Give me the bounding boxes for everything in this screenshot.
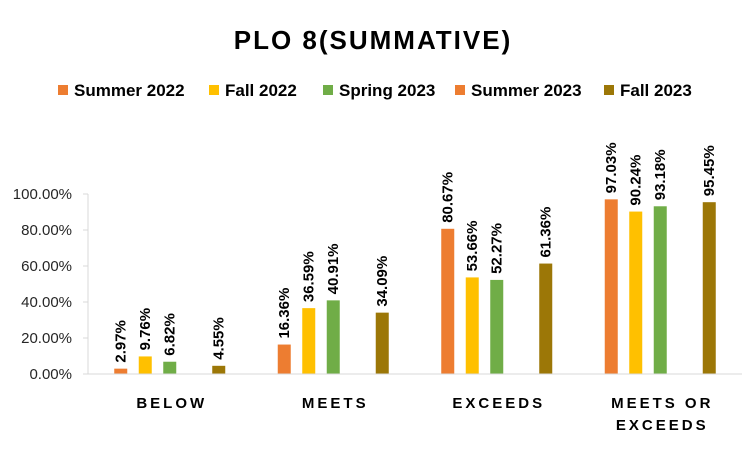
data-label-4-0: 4.55% [211, 317, 228, 360]
data-label-2-3: 93.18% [652, 149, 669, 200]
legend-label-2: Spring 2023 [339, 81, 435, 100]
legend-swatch-1 [209, 85, 219, 95]
x-tick-label-0-0: BELOW [136, 395, 207, 412]
legend-label-0: Summer 2022 [74, 81, 185, 100]
bar-4-3 [702, 202, 716, 374]
legend-label-3: Summer 2023 [471, 81, 582, 100]
x-tick-label-3-0: MEETS OR [611, 395, 713, 412]
y-tick-label-1: 20.00% [21, 330, 72, 347]
legend-swatch-4 [604, 85, 614, 95]
bar-1-0 [138, 356, 152, 374]
bar-4-2 [539, 263, 553, 374]
data-labels: 2.97% 9.76% 6.82% 4.55% 16.36% 36.59% 40.91% 34… [113, 142, 719, 362]
data-label-0-3: 97.03% [603, 142, 620, 193]
data-label-4-3: 95.45% [701, 145, 718, 196]
legend-label-4: Fall 2023 [620, 81, 692, 100]
bar-1-3 [629, 211, 643, 374]
data-label-2-0: 6.82% [162, 313, 179, 356]
legend-swatch-3 [455, 85, 465, 95]
bar-0-3 [604, 199, 618, 374]
data-label-1-3: 90.24% [628, 155, 645, 206]
data-label-4-1: 34.09% [374, 256, 391, 307]
y-tick-label-0: 0.00% [29, 366, 72, 383]
x-axis: BELOW MEETS EXCEEDS MEETS OR EXCEEDS [88, 373, 742, 434]
bar-1-1 [302, 308, 316, 374]
data-label-0-2: 80.67% [440, 172, 457, 223]
bar-4-0 [212, 365, 226, 374]
bar-1-2 [465, 277, 479, 374]
data-label-1-0: 9.76% [137, 308, 154, 351]
bar-2-3 [653, 206, 667, 374]
bar-0-2 [441, 228, 455, 374]
y-tick-label-5: 100.00% [13, 186, 72, 203]
chart-title: PLO 8(SUMMATIVE) [234, 25, 513, 55]
x-tick-label-2-0: EXCEEDS [452, 395, 545, 412]
bar-2-1 [326, 300, 340, 374]
legend-swatch-0 [58, 85, 68, 95]
y-tick-label-2: 40.00% [21, 294, 72, 311]
bar-0-0 [114, 368, 128, 374]
bar-2-0 [163, 361, 177, 374]
data-label-0-0: 2.97% [113, 320, 130, 363]
data-label-1-2: 53.66% [464, 221, 481, 272]
x-tick-label-3-1: EXCEEDS [616, 417, 709, 434]
bars [114, 199, 716, 374]
legend-label-1: Fall 2022 [225, 81, 297, 100]
legend: Summer 2022 Fall 2022 Spring 2023 Summer 20… [58, 81, 692, 100]
y-tick-label-4: 80.00% [21, 222, 72, 239]
data-label-0-1: 16.36% [276, 288, 293, 339]
bar-2-2 [490, 279, 504, 374]
x-tick-label-1-0: MEETS [302, 395, 369, 412]
y-axis: 0.00% 20.00% 40.00% 60.00% 80.00% 100.00% [13, 186, 89, 383]
data-label-1-1: 36.59% [301, 251, 318, 302]
data-label-2-1: 40.91% [325, 243, 342, 294]
y-tick-label-3: 60.00% [21, 258, 72, 275]
data-label-2-2: 52.27% [489, 223, 506, 274]
bar-4-1 [375, 312, 389, 374]
legend-swatch-2 [323, 85, 333, 95]
data-label-4-2: 61.36% [538, 207, 555, 258]
bar-0-1 [277, 344, 291, 374]
